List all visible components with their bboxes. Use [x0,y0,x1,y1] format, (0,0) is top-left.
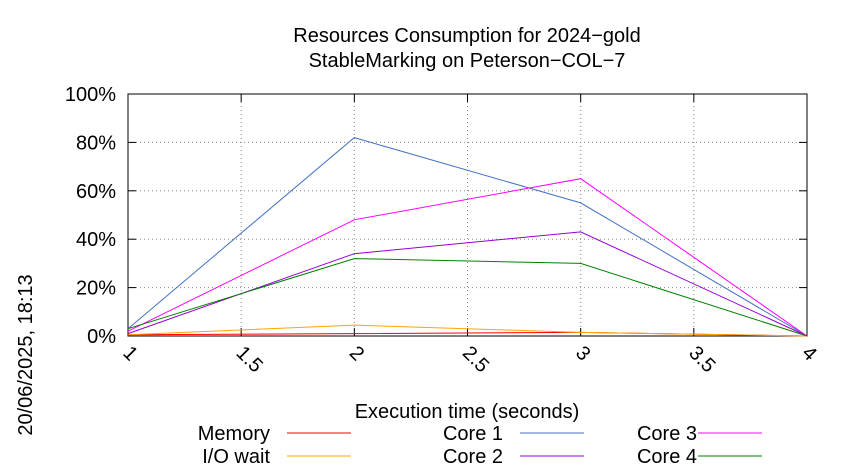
legend-label-memory: Memory [198,423,270,445]
x-tick-label: 3.5 [684,342,719,377]
series-line-i-o-wait [127,324,808,337]
grid [128,94,807,336]
legend-label-core-1: Core 1 [443,423,503,445]
x-tick-label: 2 [345,342,368,365]
x-tick-label: 3 [571,342,594,365]
y-tick-label: 100% [65,84,116,106]
x-axis-label: Execution time (seconds) [355,401,580,423]
series-group [127,137,808,337]
x-tick-label: 1 [118,342,141,365]
y-tick-label: 20% [76,278,116,300]
legend-label-core-2: Core 2 [443,446,503,468]
side-timestamp: 20/06/2025, 18:13 [15,274,37,435]
x-tick-label: 2.5 [458,342,493,377]
chart-subtitle: StableMarking on Peterson−COL−7 [309,50,626,72]
legend-label-i-o-wait: I/O wait [202,446,270,468]
chart-title: Resources Consumption for 2024−gold [293,25,640,47]
y-tick-label: 0% [87,326,116,348]
x-tick-label: 4 [797,342,820,365]
series-line-core-4 [127,258,808,337]
y-tick-label: 60% [76,181,116,203]
x-tick-label: 1.5 [232,342,267,377]
y-axis: 0% 20% 40% 60% 80% 100% [65,84,807,348]
series-line-core-1 [127,137,808,337]
legend-label-core-3: Core 3 [637,423,697,445]
series-line-core-3 [127,178,808,337]
y-tick-label: 80% [76,132,116,154]
series-line-core-2 [127,231,808,337]
legend-label-core-4: Core 4 [637,446,697,468]
y-tick-label: 40% [76,229,116,251]
